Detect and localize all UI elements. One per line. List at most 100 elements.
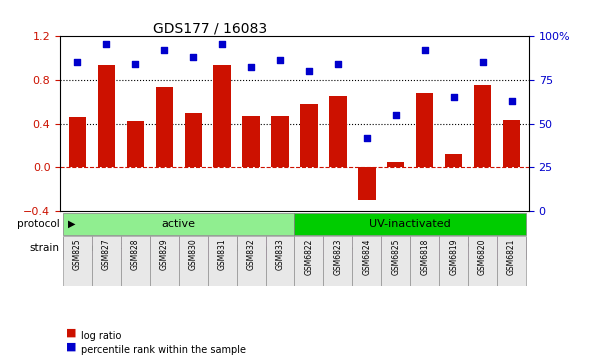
Bar — [416, 93, 433, 167]
FancyBboxPatch shape — [294, 236, 323, 286]
Bar — [156, 87, 173, 167]
Text: GSM6824: GSM6824 — [362, 238, 371, 275]
FancyBboxPatch shape — [150, 237, 237, 260]
Text: GSM6818: GSM6818 — [420, 238, 429, 275]
Point — [449, 94, 459, 100]
FancyBboxPatch shape — [63, 237, 150, 260]
Text: GSM833: GSM833 — [275, 238, 284, 270]
Text: GSM832: GSM832 — [242, 240, 251, 271]
Text: fhCMV-H: fhCMV-H — [444, 243, 492, 253]
Point — [159, 47, 169, 52]
Bar — [503, 120, 520, 167]
Point — [362, 135, 371, 140]
Text: fhCMV-H: fhCMV-H — [169, 243, 217, 253]
Text: fhCMV-T: fhCMV-T — [330, 243, 375, 253]
Point — [304, 68, 314, 74]
Text: GSM829: GSM829 — [154, 240, 163, 271]
Point — [275, 57, 285, 63]
FancyBboxPatch shape — [92, 236, 121, 286]
Text: GSM6821: GSM6821 — [505, 240, 514, 276]
FancyBboxPatch shape — [352, 236, 381, 286]
Text: GSM831: GSM831 — [218, 238, 227, 270]
Text: ▶: ▶ — [68, 219, 75, 229]
Text: ■: ■ — [66, 342, 76, 352]
Text: GSM6821: GSM6821 — [507, 238, 516, 275]
FancyBboxPatch shape — [323, 236, 352, 286]
Bar — [445, 154, 462, 167]
Text: UV-inactivated: UV-inactivated — [370, 219, 451, 229]
Point — [333, 61, 343, 67]
Text: protocol: protocol — [17, 219, 59, 229]
Bar — [387, 162, 404, 167]
Text: GSM6820: GSM6820 — [478, 238, 487, 275]
FancyBboxPatch shape — [294, 237, 410, 260]
Text: GSM6824: GSM6824 — [359, 240, 368, 276]
Text: GSM6823: GSM6823 — [334, 238, 343, 275]
Bar — [127, 121, 144, 167]
FancyBboxPatch shape — [121, 236, 150, 286]
Text: GDS177 / 16083: GDS177 / 16083 — [153, 21, 267, 35]
Point — [73, 59, 82, 65]
Text: strain: strain — [29, 243, 59, 253]
Bar — [300, 104, 318, 167]
Text: ■: ■ — [66, 328, 76, 338]
Text: GSM6825: GSM6825 — [391, 238, 400, 275]
Text: GSM830: GSM830 — [183, 240, 192, 271]
Text: ▶: ▶ — [68, 243, 75, 253]
Text: GSM6822: GSM6822 — [305, 238, 314, 275]
FancyBboxPatch shape — [63, 236, 92, 286]
Point — [420, 47, 430, 52]
Point — [478, 59, 487, 65]
Text: active: active — [162, 219, 196, 229]
Bar — [185, 112, 202, 167]
Bar — [242, 116, 260, 167]
Text: GSM828: GSM828 — [124, 240, 133, 271]
Text: GSM833: GSM833 — [271, 240, 280, 271]
FancyBboxPatch shape — [381, 236, 410, 286]
Bar — [69, 117, 86, 167]
Text: GSM828: GSM828 — [131, 238, 140, 270]
Text: GSM829: GSM829 — [160, 238, 169, 270]
FancyBboxPatch shape — [468, 236, 497, 286]
Text: GSM831: GSM831 — [212, 240, 221, 271]
Point — [102, 42, 111, 47]
Text: GSM827: GSM827 — [102, 238, 111, 270]
FancyBboxPatch shape — [63, 213, 294, 235]
Text: GSM6820: GSM6820 — [476, 240, 485, 276]
FancyBboxPatch shape — [410, 236, 439, 286]
Text: log ratio: log ratio — [81, 331, 121, 341]
Text: CMV_AD169: CMV_AD169 — [236, 243, 295, 254]
FancyBboxPatch shape — [294, 213, 526, 235]
Text: GSM6823: GSM6823 — [329, 240, 338, 276]
Text: GSM6819: GSM6819 — [449, 238, 458, 275]
Text: GSM830: GSM830 — [189, 238, 198, 270]
FancyBboxPatch shape — [439, 236, 468, 286]
Text: percentile rank within the sample: percentile rank within the sample — [81, 345, 246, 355]
Text: GSM6818: GSM6818 — [417, 240, 426, 276]
FancyBboxPatch shape — [208, 236, 237, 286]
Bar — [474, 85, 491, 167]
Text: GSM6825: GSM6825 — [388, 240, 397, 276]
Point — [391, 112, 401, 117]
Bar — [329, 96, 347, 167]
FancyBboxPatch shape — [150, 236, 178, 286]
Text: fhCMV-T: fhCMV-T — [84, 243, 129, 253]
Text: GSM825: GSM825 — [66, 240, 75, 271]
Text: GSM6819: GSM6819 — [447, 240, 456, 276]
FancyBboxPatch shape — [410, 237, 526, 260]
Text: GSM6822: GSM6822 — [300, 240, 309, 276]
Bar — [358, 167, 376, 200]
FancyBboxPatch shape — [237, 237, 294, 260]
FancyBboxPatch shape — [178, 236, 208, 286]
Point — [188, 54, 198, 60]
Point — [246, 65, 256, 70]
FancyBboxPatch shape — [237, 236, 266, 286]
FancyBboxPatch shape — [497, 236, 526, 286]
Point — [130, 61, 140, 67]
Point — [218, 42, 227, 47]
Bar — [271, 116, 288, 167]
Text: GSM832: GSM832 — [246, 238, 255, 270]
Bar — [213, 65, 231, 167]
Text: GSM827: GSM827 — [95, 240, 104, 271]
Text: GSM825: GSM825 — [73, 238, 82, 270]
